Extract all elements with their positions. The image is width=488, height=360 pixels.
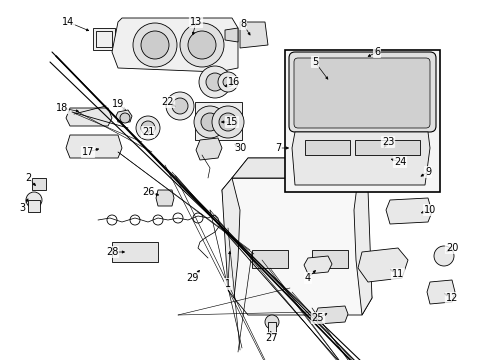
Text: 16: 16	[227, 77, 240, 87]
Text: 13: 13	[189, 17, 202, 27]
Circle shape	[223, 77, 232, 87]
Text: 20: 20	[445, 243, 457, 253]
Text: 15: 15	[225, 117, 238, 127]
FancyBboxPatch shape	[293, 58, 429, 128]
Text: 29: 29	[185, 273, 198, 283]
Text: 30: 30	[233, 143, 245, 153]
Circle shape	[172, 98, 187, 114]
Circle shape	[199, 66, 230, 98]
Polygon shape	[375, 144, 391, 158]
Polygon shape	[66, 108, 112, 126]
Polygon shape	[156, 190, 174, 206]
Text: 9: 9	[424, 167, 430, 177]
Text: 2: 2	[25, 173, 31, 183]
Text: 17: 17	[81, 147, 94, 157]
Circle shape	[218, 72, 238, 92]
Text: 1: 1	[224, 279, 231, 289]
Polygon shape	[382, 156, 399, 172]
Circle shape	[141, 121, 155, 135]
Text: 4: 4	[305, 273, 310, 283]
Circle shape	[433, 246, 453, 266]
Circle shape	[136, 116, 160, 140]
Circle shape	[205, 73, 224, 91]
FancyBboxPatch shape	[288, 52, 435, 132]
Polygon shape	[231, 158, 357, 178]
Polygon shape	[385, 198, 431, 224]
Polygon shape	[222, 178, 371, 315]
Polygon shape	[251, 250, 287, 268]
Text: 27: 27	[265, 333, 278, 343]
Polygon shape	[240, 22, 267, 48]
Text: 10: 10	[423, 205, 435, 215]
Text: 19: 19	[112, 99, 124, 109]
Polygon shape	[195, 102, 242, 140]
Polygon shape	[93, 28, 115, 50]
Text: 12: 12	[445, 293, 457, 303]
Polygon shape	[112, 242, 158, 262]
Text: 14: 14	[62, 17, 74, 27]
Polygon shape	[314, 306, 347, 324]
Circle shape	[26, 192, 42, 208]
Polygon shape	[224, 28, 238, 42]
Circle shape	[212, 106, 244, 138]
Polygon shape	[116, 110, 132, 122]
Polygon shape	[66, 135, 122, 158]
Polygon shape	[28, 200, 40, 212]
Circle shape	[378, 146, 388, 156]
Circle shape	[264, 315, 279, 329]
Polygon shape	[357, 248, 407, 282]
Circle shape	[219, 113, 237, 131]
Bar	[285, 50, 439, 192]
Text: 23: 23	[381, 137, 393, 147]
Text: 7: 7	[274, 143, 281, 153]
Polygon shape	[32, 178, 46, 190]
Circle shape	[141, 31, 169, 59]
Polygon shape	[426, 280, 454, 304]
Text: 24: 24	[393, 157, 406, 167]
Text: 3: 3	[19, 203, 25, 213]
Text: 28: 28	[105, 247, 118, 257]
Polygon shape	[196, 138, 222, 160]
Polygon shape	[304, 256, 331, 274]
Circle shape	[201, 113, 219, 131]
Polygon shape	[222, 178, 240, 298]
Circle shape	[187, 31, 216, 59]
Polygon shape	[385, 158, 431, 184]
Text: 22: 22	[162, 97, 174, 107]
Circle shape	[120, 113, 130, 123]
Text: 8: 8	[240, 19, 245, 29]
Text: 21: 21	[142, 127, 154, 137]
Text: 25: 25	[311, 313, 324, 323]
Circle shape	[194, 106, 225, 138]
Text: 26: 26	[142, 187, 154, 197]
Circle shape	[165, 92, 194, 120]
Circle shape	[133, 23, 177, 67]
Polygon shape	[291, 132, 429, 185]
Polygon shape	[267, 322, 275, 334]
Polygon shape	[353, 178, 371, 315]
Text: 6: 6	[373, 47, 379, 57]
Text: 18: 18	[56, 103, 68, 113]
Polygon shape	[354, 140, 419, 155]
Polygon shape	[112, 18, 238, 72]
Circle shape	[180, 23, 224, 67]
Text: 11: 11	[391, 269, 403, 279]
Polygon shape	[305, 140, 349, 155]
Polygon shape	[311, 250, 347, 268]
Text: 5: 5	[311, 57, 318, 67]
Polygon shape	[231, 158, 357, 178]
